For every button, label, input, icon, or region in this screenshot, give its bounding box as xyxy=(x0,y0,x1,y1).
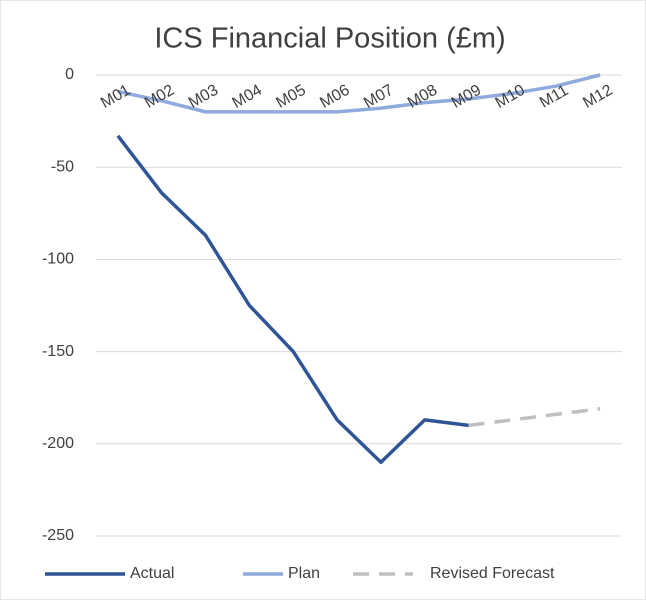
legend-label: Revised Forecast xyxy=(430,565,555,582)
y-tick-label: 0 xyxy=(65,66,74,83)
y-tick-label: -150 xyxy=(42,343,74,360)
y-tick-label: -50 xyxy=(51,158,74,175)
y-tick-label: -200 xyxy=(42,435,74,452)
y-tick-label: -100 xyxy=(42,251,74,268)
series-line xyxy=(116,134,469,464)
legend-label: Actual xyxy=(130,565,174,582)
series-line xyxy=(468,407,601,428)
legend-label: Plan xyxy=(288,565,320,582)
series-line xyxy=(117,73,601,114)
chart-title: ICS Financial Position (£m) xyxy=(154,23,505,55)
y-tick-label: -250 xyxy=(42,527,74,544)
